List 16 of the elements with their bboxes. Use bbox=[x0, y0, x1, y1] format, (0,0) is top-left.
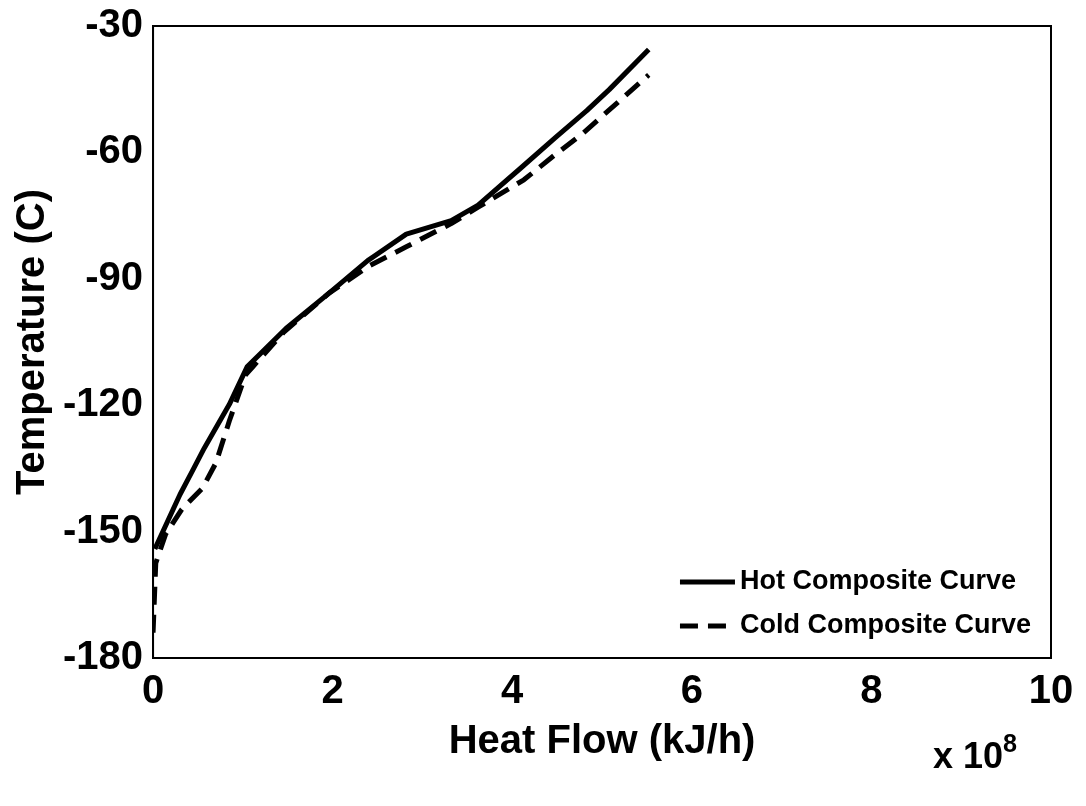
x-tick-label: 6 bbox=[680, 667, 703, 712]
x-tick-label: 4 bbox=[501, 667, 525, 712]
x-tick-label: 10 bbox=[1028, 667, 1074, 712]
legend-label: Cold Composite Curve bbox=[739, 609, 1031, 640]
y-tick-label: -180 bbox=[63, 633, 144, 678]
y-tick-label: -30 bbox=[85, 1, 144, 46]
x-tick-label: 2 bbox=[321, 667, 344, 712]
x-tick-label: 0 bbox=[141, 667, 165, 712]
x-axis-title: Heat Flow (kJ/h) bbox=[448, 717, 756, 762]
y-tick-label: -90 bbox=[85, 253, 144, 298]
y-tick-label: -60 bbox=[85, 127, 144, 172]
y-tick-label: -120 bbox=[63, 380, 144, 425]
x-tick-label: 8 bbox=[860, 667, 883, 712]
y-axis-title: Temperature (C) bbox=[8, 189, 53, 495]
y-tick-label: -150 bbox=[63, 506, 144, 551]
legend-label: Hot Composite Curve bbox=[739, 565, 1016, 596]
